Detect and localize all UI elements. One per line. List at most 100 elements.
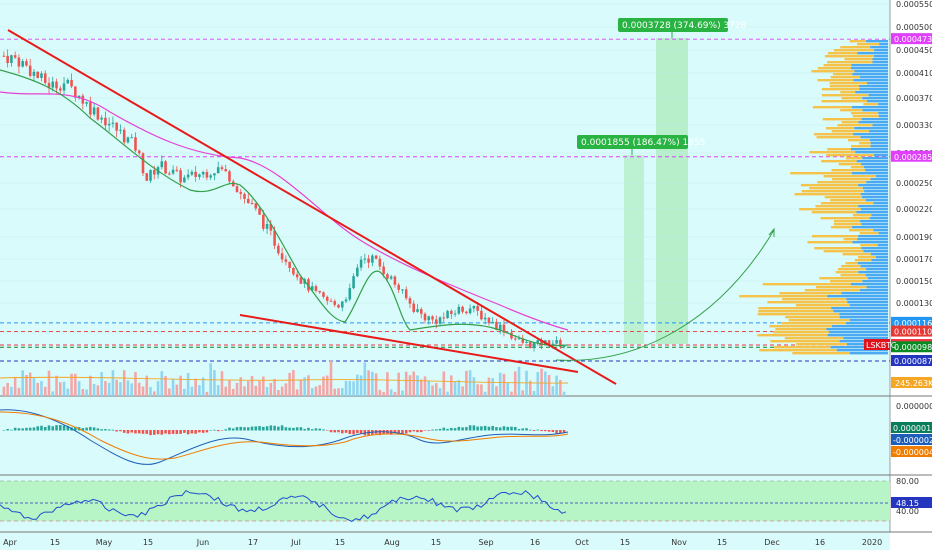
macd-hist-bar	[288, 427, 291, 431]
candle-body	[307, 279, 310, 291]
macd-hist-bar	[438, 428, 442, 431]
volume-bar	[51, 391, 55, 396]
volume-bar	[265, 386, 269, 396]
volume-bar	[179, 375, 182, 396]
volume-bar	[36, 382, 39, 396]
volume-bar	[344, 380, 348, 396]
macd-hist-bar	[408, 430, 412, 433]
candle-body	[194, 171, 197, 177]
x-tick-label: May	[96, 538, 113, 547]
rsi-tick-label: 80.00	[896, 477, 919, 486]
candle-body	[532, 342, 536, 349]
profile-bar	[875, 175, 888, 178]
macd-hist-bar	[325, 430, 329, 431]
volume-bar	[397, 372, 400, 396]
profile-bar	[840, 274, 866, 277]
x-tick-label: Nov	[671, 538, 687, 547]
profile-bar	[863, 250, 888, 253]
profile-bar	[830, 76, 860, 79]
candle-body	[363, 258, 367, 260]
level-tag	[891, 341, 932, 353]
candle-body	[70, 79, 73, 87]
macd-hist-bar	[269, 425, 273, 431]
profile-bar	[843, 337, 888, 340]
candle-body	[483, 317, 487, 320]
profile-bar	[773, 346, 831, 349]
profile-bar	[758, 307, 832, 310]
candle-body	[280, 253, 284, 260]
macd-hist-bar	[404, 430, 408, 434]
volume-bar	[194, 378, 197, 396]
profile-bar	[830, 280, 863, 283]
volume-bar	[416, 375, 419, 396]
candle-body	[386, 274, 389, 279]
profile-bar	[851, 67, 888, 70]
candle-body	[517, 338, 521, 340]
candle-body	[273, 230, 276, 246]
candle-body	[536, 340, 540, 343]
candle-body	[480, 310, 483, 320]
profile-bar	[861, 118, 888, 121]
profile-bar	[852, 226, 888, 229]
macd-tag	[891, 422, 932, 433]
candle-body	[333, 301, 337, 305]
macd-hist-bar	[262, 426, 265, 431]
profile-bar	[851, 64, 888, 67]
macd-hist-bar	[55, 425, 58, 431]
x-tick-label: 2020	[862, 538, 882, 547]
volume-bar	[100, 372, 103, 396]
profile-bar	[860, 244, 878, 247]
volume-bar	[562, 391, 566, 396]
level-tag-label: 0.0001163	[894, 319, 932, 328]
profile-bar	[855, 91, 888, 94]
profile-bar	[877, 244, 888, 247]
profile-bar	[873, 229, 888, 232]
macd-hist-bar	[502, 426, 506, 431]
candle-body	[96, 107, 100, 120]
profile-bar	[858, 205, 888, 208]
macd-hist-bar	[171, 430, 175, 434]
level-tag-label: 0.0004736	[894, 35, 932, 44]
candle-body	[344, 299, 348, 302]
volume-bar	[66, 388, 70, 396]
macd-hist-bar	[299, 427, 303, 431]
volume-bar	[401, 390, 404, 396]
macd-hist-bar	[96, 428, 100, 431]
macd-hist-bar	[239, 426, 243, 431]
volume-bar	[408, 375, 412, 396]
volume-profile	[739, 40, 888, 355]
profile-bar	[782, 298, 847, 301]
volume-bar	[299, 379, 303, 396]
volume-bar	[367, 370, 370, 396]
candle-body	[352, 276, 355, 289]
volume-bar	[183, 388, 186, 396]
candle-body	[540, 340, 543, 346]
profile-bar	[858, 184, 888, 187]
profile-bar	[850, 166, 865, 169]
profile-bar	[867, 100, 888, 103]
volume-bar	[491, 378, 494, 396]
volume-bar	[186, 372, 190, 396]
symbol-tag-label: LSKBTC	[866, 341, 897, 350]
candle-body	[322, 292, 325, 297]
macd-hist-bar	[510, 426, 513, 431]
macd-hist-bar	[28, 427, 32, 431]
candle-body	[397, 284, 400, 290]
macd-hist-bar	[190, 430, 194, 434]
profile-bar	[757, 313, 840, 316]
macd-hist-bar	[277, 426, 280, 431]
candle-body	[25, 61, 28, 66]
profile-bar	[857, 238, 888, 241]
profile-bar	[830, 346, 888, 349]
profile-bar	[836, 349, 888, 352]
volume-bar	[40, 381, 43, 396]
candle-body	[21, 61, 24, 67]
profile-bar	[865, 274, 888, 277]
volume-bar	[419, 379, 423, 396]
profile-bar	[866, 181, 888, 184]
profile-bar	[794, 193, 861, 196]
volume-bar	[389, 389, 393, 396]
